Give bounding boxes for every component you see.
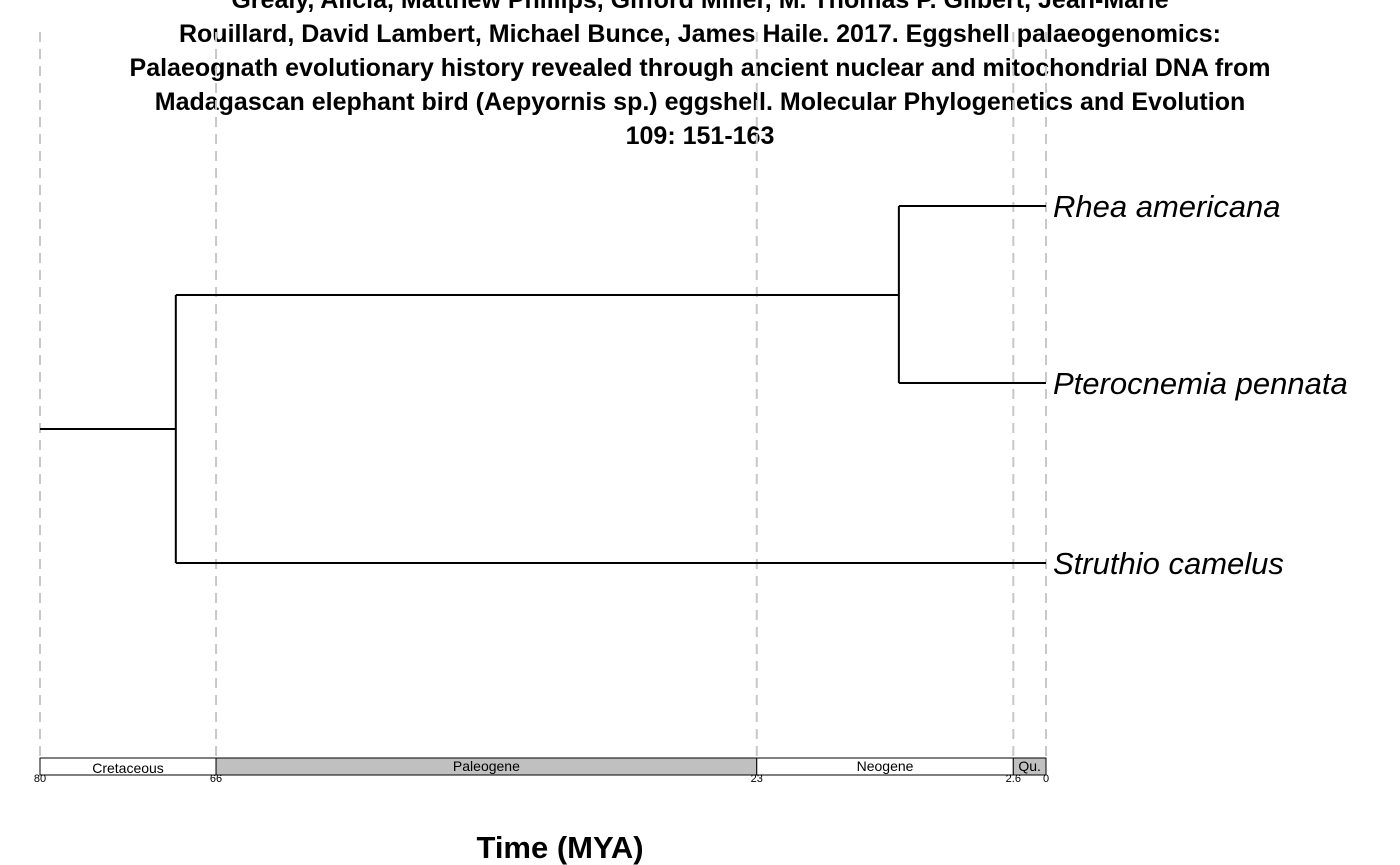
- tip-label-rhea-americana: Rhea americana: [1053, 189, 1280, 224]
- period-label-paleogene: Paleogene: [453, 758, 520, 774]
- citation-title: Grealy, Alicia, Matthew Phillips, Giffor…: [0, 0, 1400, 153]
- title-line-5: 109: 151-163: [625, 122, 775, 150]
- tick-label-0: 0: [1043, 773, 1049, 785]
- tick-label-80: 80: [34, 773, 46, 785]
- title-line-3: Palaeognath evolutionary history reveale…: [129, 54, 1271, 82]
- period-label-quaternary: Qu.: [1018, 758, 1041, 774]
- tick-label-2-6: 2.6: [1006, 773, 1021, 785]
- geologic-timescale-bar: Cretaceous Paleogene Neogene Qu.: [39, 757, 1047, 776]
- tip-label-pterocnemia-pennata: Pterocnemia pennata: [1053, 366, 1348, 401]
- period-box-quaternary: [1012, 757, 1047, 776]
- tick-label-23: 23: [751, 773, 763, 785]
- period-label-cretaceous: Cretaceous: [92, 760, 164, 776]
- title-line-2: Rouillard, David Lambert, Michael Bunce,…: [178, 20, 1222, 48]
- title-line-1: Grealy, Alicia, Matthew Phillips, Giffor…: [231, 0, 1169, 14]
- tip-labels: Rhea americana Pterocnemia pennata Strut…: [1053, 189, 1348, 581]
- tree-branches: [40, 205, 1046, 564]
- title-line-4: Madagascan elephant bird (Aepyornis sp.)…: [154, 88, 1246, 116]
- tick-label-66: 66: [210, 773, 222, 785]
- boundary-gridlines: [39, 32, 1047, 758]
- x-axis-title: Time (MYA): [476, 830, 643, 865]
- period-label-neogene: Neogene: [857, 758, 914, 774]
- tip-label-struthio-camelus: Struthio camelus: [1053, 546, 1284, 581]
- time-axis-ticks: 80 66 23 2.6 0: [34, 773, 1049, 785]
